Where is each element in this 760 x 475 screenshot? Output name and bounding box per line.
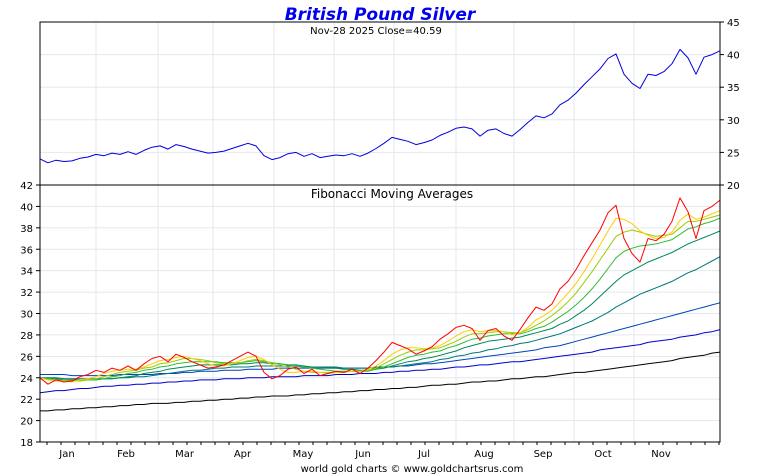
bottom-ma-34-line bbox=[40, 256, 721, 380]
bottom-y-tick-label: 24 bbox=[20, 374, 33, 385]
bottom-ma-21-line bbox=[39, 230, 721, 381]
x-month-label: Apr bbox=[234, 449, 252, 460]
x-month-label: May bbox=[293, 449, 314, 460]
bottom-ma-55-line bbox=[40, 302, 721, 377]
bottom-y-tick-label: 40 bbox=[20, 202, 33, 213]
bottom-y-tick-label: 26 bbox=[20, 352, 33, 363]
x-month-label: Sep bbox=[534, 449, 553, 460]
bottom-y-tick-label: 28 bbox=[20, 331, 33, 342]
bottom-ma-13-line bbox=[39, 217, 721, 382]
top-y-tick-label: 45 bbox=[727, 18, 740, 29]
top-y-tick-label: 30 bbox=[727, 116, 740, 127]
bottom-ma-8-line bbox=[39, 214, 721, 382]
bottom-y-tick-label: 22 bbox=[20, 395, 33, 406]
top-y-tick-label: 25 bbox=[727, 148, 740, 159]
chart-title: British Pound Silver bbox=[285, 5, 477, 25]
top-y-tick-label: 40 bbox=[727, 51, 740, 62]
x-month-label: Jul bbox=[417, 449, 430, 460]
top-series bbox=[39, 48, 721, 164]
x-month-label: Aug bbox=[474, 449, 494, 460]
bottom-close-line bbox=[39, 197, 721, 385]
x-month-label: Jun bbox=[354, 449, 371, 460]
x-month-label: Oct bbox=[594, 449, 611, 460]
top-close-line bbox=[39, 48, 721, 164]
bottom-y-tick-label: 34 bbox=[20, 267, 33, 278]
top-y-tick-label: 20 bbox=[727, 181, 740, 192]
top-y-tick-label: 35 bbox=[727, 83, 740, 94]
bottom-ma-5-line bbox=[39, 210, 721, 383]
bottom-ma-144-line bbox=[40, 351, 721, 412]
footer-credit: world gold charts © www.goldchartsrus.co… bbox=[301, 464, 524, 475]
bottom-y-tick-label: 42 bbox=[20, 181, 33, 192]
x-month-label: Nov bbox=[651, 449, 671, 460]
bottom-y-tick-label: 36 bbox=[20, 245, 33, 256]
close-info: Nov-28 2025 Close=40.59 bbox=[310, 26, 442, 37]
bottom-y-tick-label: 18 bbox=[20, 438, 33, 449]
bottom-y-tick-label: 38 bbox=[20, 224, 33, 235]
bottom-y-tick-label: 30 bbox=[20, 310, 33, 321]
x-axis: Jan Feb Mar Apr May Jun Jul Aug Sep Oct Nov bbox=[46, 442, 720, 460]
x-month-label: Mar bbox=[175, 449, 195, 460]
top-y-axis: 20 25 30 35 40 45 bbox=[720, 18, 740, 192]
bottom-y-axis: 18 20 22 24 26 28 30 32 34 36 38 40 42 bbox=[20, 181, 40, 449]
x-month-label: Jan bbox=[58, 449, 74, 460]
bottom-y-tick-label: 32 bbox=[20, 288, 33, 299]
bottom-ma-89-line bbox=[39, 329, 721, 394]
bottom-series bbox=[39, 197, 721, 412]
x-month-label: Feb bbox=[117, 449, 135, 460]
bottom-panel-subtitle: Fibonacci Moving Averages bbox=[311, 187, 473, 201]
bottom-y-tick-label: 20 bbox=[20, 417, 33, 428]
